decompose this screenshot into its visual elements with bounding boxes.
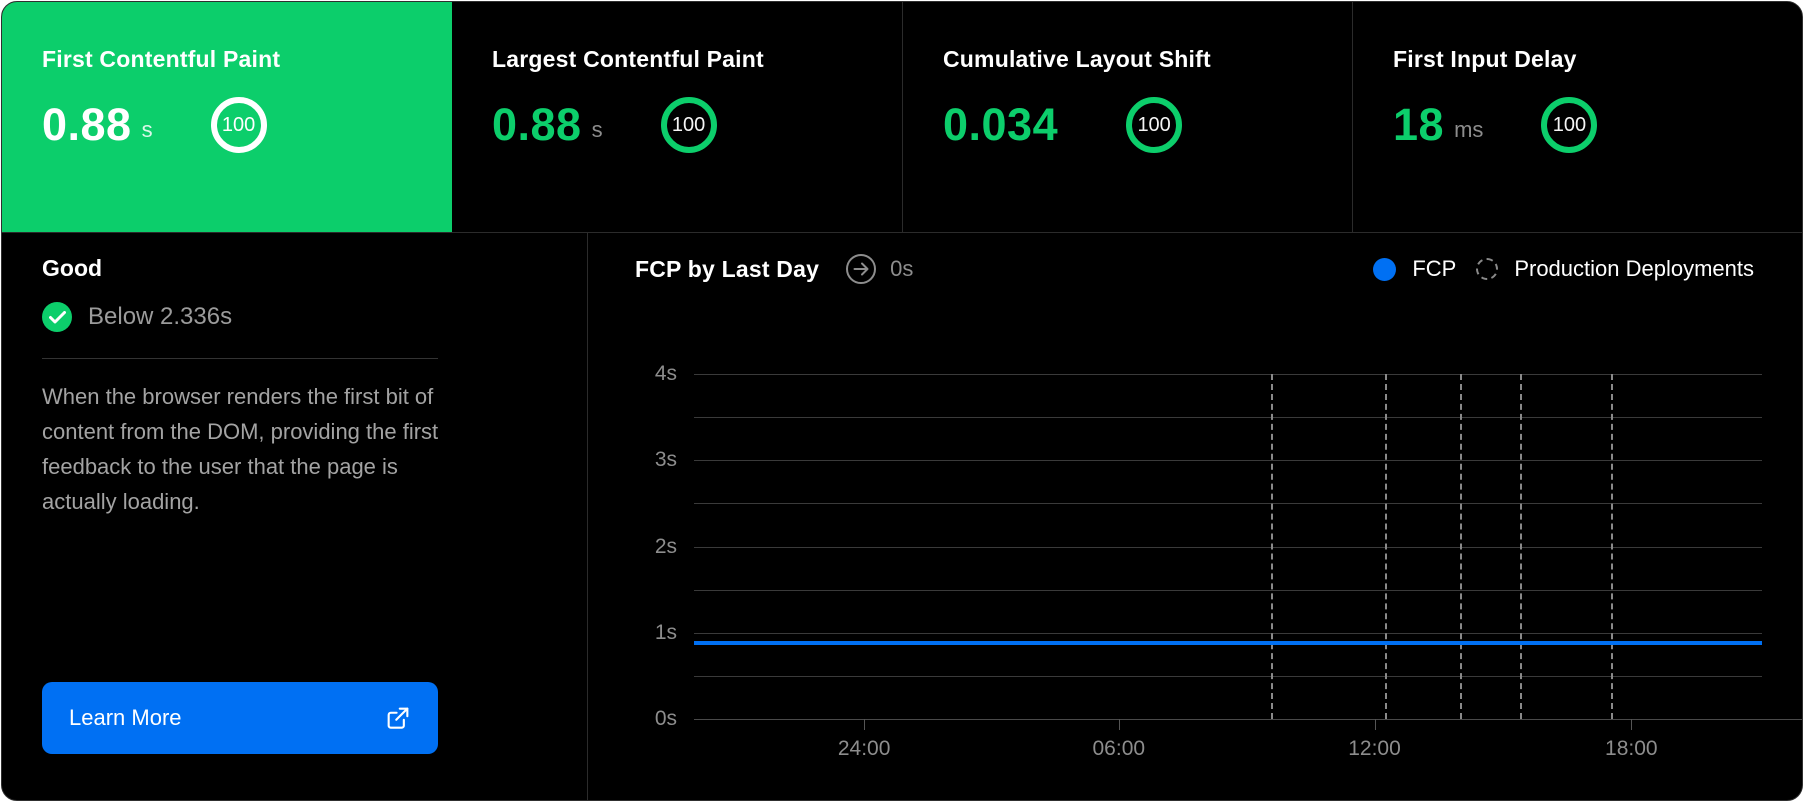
gridline: [694, 417, 1762, 419]
x-axis-label: 18:00: [1605, 737, 1658, 760]
score-ring: 100: [210, 97, 267, 153]
plot-area[interactable]: 4s 3s 2s 1s 0s 24:00 06:00 12:00 18:00: [655, 362, 1802, 760]
status-heading: Good: [42, 255, 103, 281]
divider: [42, 358, 438, 359]
metric-value: 0.034: [943, 99, 1059, 150]
metric-card-fcp[interactable]: First Contentful Paint 0.88 s 100: [2, 2, 452, 232]
metric-value-row: 0.88 s 100: [492, 97, 902, 153]
chart-hover-value: 0s: [890, 256, 914, 281]
y-axis-label: 2s: [654, 534, 677, 558]
metric-value-row: 0.034 100: [943, 97, 1352, 153]
legend-item-fcp[interactable]: FCP: [1373, 256, 1456, 282]
metric-value: 0.88: [492, 99, 582, 150]
deployments-dashed-circle-icon: [1476, 258, 1499, 280]
chart-header: FCP by Last Day 0s FCP Production: [635, 247, 1754, 291]
fcp-chart-panel: FCP by Last Day 0s FCP Production: [588, 233, 1802, 800]
gridline: [694, 589, 1762, 591]
gridline: [694, 632, 1762, 634]
arrow-right-circle-icon[interactable]: [845, 253, 877, 285]
y-axis-label: 1s: [654, 620, 677, 644]
metric-card-title: Largest Contentful Paint: [492, 46, 764, 72]
metric-unit: ms: [1454, 117, 1484, 142]
x-axis-label: 06:00: [1092, 737, 1146, 760]
gridline: [694, 675, 1762, 677]
gridline: [694, 503, 1762, 505]
x-axis-tick: [1374, 719, 1376, 730]
metric-card-title: Cumulative Layout Shift: [943, 46, 1211, 72]
production-deployment-line: [1610, 374, 1613, 719]
x-axis-tick: [1631, 719, 1633, 730]
y-axis-label: 4s: [654, 362, 677, 385]
metric-cards-row: First Contentful Paint 0.88 s 100 Larges…: [2, 2, 1802, 233]
legend-label: FCP: [1412, 256, 1457, 281]
x-axis-tick: [1118, 719, 1120, 730]
check-icon: [42, 302, 72, 332]
threshold-row: Below 2.336s: [42, 302, 547, 332]
metric-card-lcp[interactable]: Largest Contentful Paint 0.88 s 100: [452, 2, 902, 232]
production-deployment-line: [1520, 374, 1523, 719]
external-link-icon: [384, 704, 412, 732]
y-axis-label: 3s: [654, 448, 677, 472]
fcp-series-dot-icon: [1373, 257, 1397, 281]
legend-label: Production Deployments: [1514, 256, 1754, 281]
metric-unit: s: [141, 117, 153, 142]
metric-value-row: 0.88 s 100: [42, 97, 452, 153]
chart-title: FCP by Last Day: [635, 255, 820, 282]
fcp-series-line: [694, 641, 1762, 646]
gridline: [694, 460, 1762, 462]
metric-value-row: 18 ms 100: [1393, 97, 1802, 153]
detail-and-chart-section: Good Below 2.336s When the browser rende…: [2, 233, 1802, 800]
metric-unit: s: [591, 117, 603, 142]
threshold-text: Below 2.336s: [88, 303, 233, 330]
production-deployment-line: [1385, 374, 1388, 719]
production-deployment-line: [1460, 374, 1463, 719]
score-ring: 100: [660, 97, 717, 153]
production-deployment-line: [1270, 374, 1273, 719]
metric-detail-panel: Good Below 2.336s When the browser rende…: [2, 233, 588, 800]
score-ring: 100: [1126, 97, 1183, 153]
gridline: [694, 719, 1802, 720]
learn-more-button[interactable]: Learn More: [42, 682, 438, 754]
metric-description: When the browser renders the first bit o…: [42, 384, 439, 514]
metric-card-title: First Contentful Paint: [42, 46, 281, 72]
x-axis-label: 24:00: [837, 737, 891, 760]
metric-card-fid[interactable]: First Input Delay 18 ms 100: [1352, 2, 1802, 232]
chart-legend: FCP Production Deployments: [1373, 256, 1754, 282]
metric-card-cls[interactable]: Cumulative Layout Shift 0.034 100: [902, 2, 1352, 232]
metric-value: 0.88: [42, 99, 132, 150]
legend-item-production-deployments[interactable]: Production Deployments: [1476, 256, 1754, 282]
gridline: [694, 374, 1762, 375]
x-axis-tick: [864, 719, 866, 730]
y-axis-label: 0s: [654, 707, 677, 730]
gridline: [694, 546, 1762, 548]
metric-value: 18: [1393, 99, 1445, 150]
metric-card-title: First Input Delay: [1393, 46, 1577, 72]
score-ring: 100: [1541, 97, 1598, 153]
learn-more-label: Learn More: [69, 705, 182, 730]
x-axis-label: 12:00: [1348, 737, 1401, 760]
